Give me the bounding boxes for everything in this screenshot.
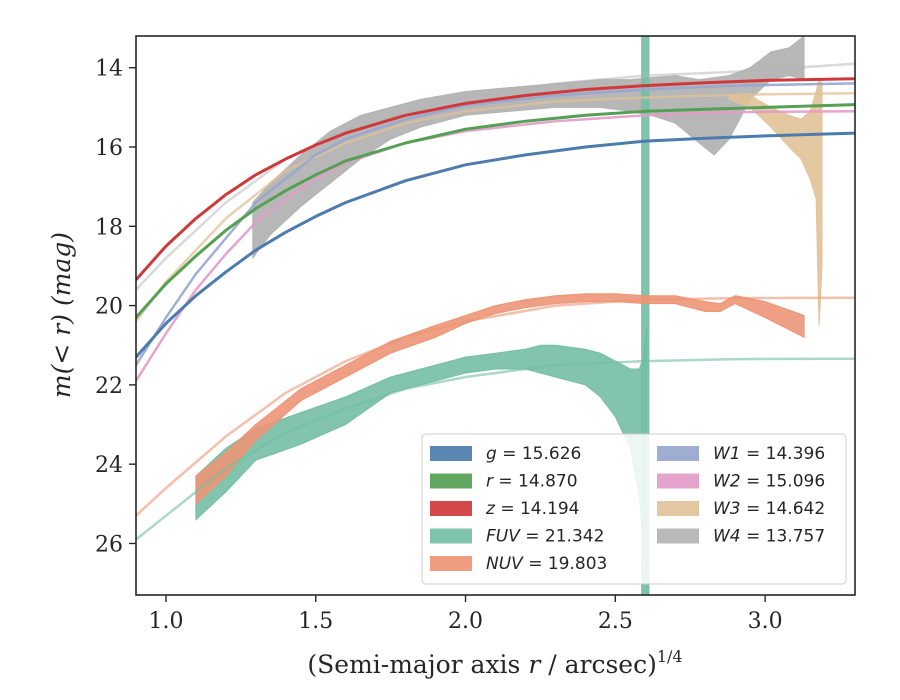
curve-g — [136, 131, 855, 359]
x-tick-label: 2.5 — [598, 609, 633, 634]
curve-w3 — [136, 91, 855, 323]
legend-label-w4: W4 = 13.757 — [713, 527, 825, 547]
y-tick-label: 16 — [95, 136, 123, 161]
curve-z — [136, 77, 855, 282]
x-tick-label: 2.0 — [448, 609, 483, 634]
y-tick-label: 22 — [95, 374, 123, 399]
x-tick-label: 1.0 — [148, 609, 183, 634]
legend-swatch-fuv — [430, 528, 472, 544]
legend-swatch-w2 — [657, 473, 699, 489]
band-nuv — [195, 293, 805, 505]
legend-swatch-w1 — [657, 446, 699, 461]
tick-layer: 1.0 1.5 2.0 2.5 3.0 14 16 18 20 22 24 26 — [95, 57, 783, 634]
curve-w2 — [136, 109, 855, 383]
x-tick-label: 3.0 — [748, 609, 783, 634]
x-axis-label: (Semi-major axis r / arcsec)1/4 — [307, 647, 682, 679]
legend-label-nuv: NUV = 19.803 — [486, 554, 607, 574]
legend-label-fuv: FUV = 21.342 — [486, 527, 604, 547]
legend: g = 15.626 r = 14.870 z = 14.194 FUV = 21.3… — [421, 433, 847, 585]
legend-label-w3: W3 = 14.642 — [713, 499, 825, 519]
y-tick-label: 20 — [95, 295, 123, 320]
y-tick-label: 14 — [95, 57, 123, 82]
legend-swatch-w3 — [657, 501, 699, 516]
legend-label-w2: W2 = 15.096 — [713, 472, 825, 492]
legend-label-w1: W1 = 14.396 — [713, 444, 825, 464]
band-w3 — [728, 78, 823, 326]
legend-label-z: z = 14.194 — [485, 499, 579, 519]
legend-label-g: g = 15.626 — [486, 444, 581, 464]
x-tick-label: 1.5 — [298, 609, 333, 634]
y-tick-label: 18 — [95, 215, 123, 240]
curve-w1 — [136, 82, 855, 367]
legend-swatch-z — [430, 501, 472, 516]
curve-r — [136, 103, 855, 319]
curve-nuv-model — [136, 296, 855, 517]
legend-box — [421, 433, 847, 585]
legend-swatch-nuv — [430, 556, 472, 571]
legend-label-r: r = 14.870 — [486, 472, 578, 492]
y-axis-label: m(< r) (mag) — [47, 232, 76, 398]
curve-fuv-model — [136, 357, 855, 541]
legend-swatch-r — [430, 473, 472, 489]
plot-frame — [135, 35, 856, 596]
legend-swatch-w4 — [657, 528, 699, 544]
y-tick-label: 24 — [95, 453, 123, 478]
y-tick-label: 26 — [95, 532, 123, 557]
legend-swatch-g — [430, 446, 472, 461]
curve-w4-model — [136, 62, 855, 291]
